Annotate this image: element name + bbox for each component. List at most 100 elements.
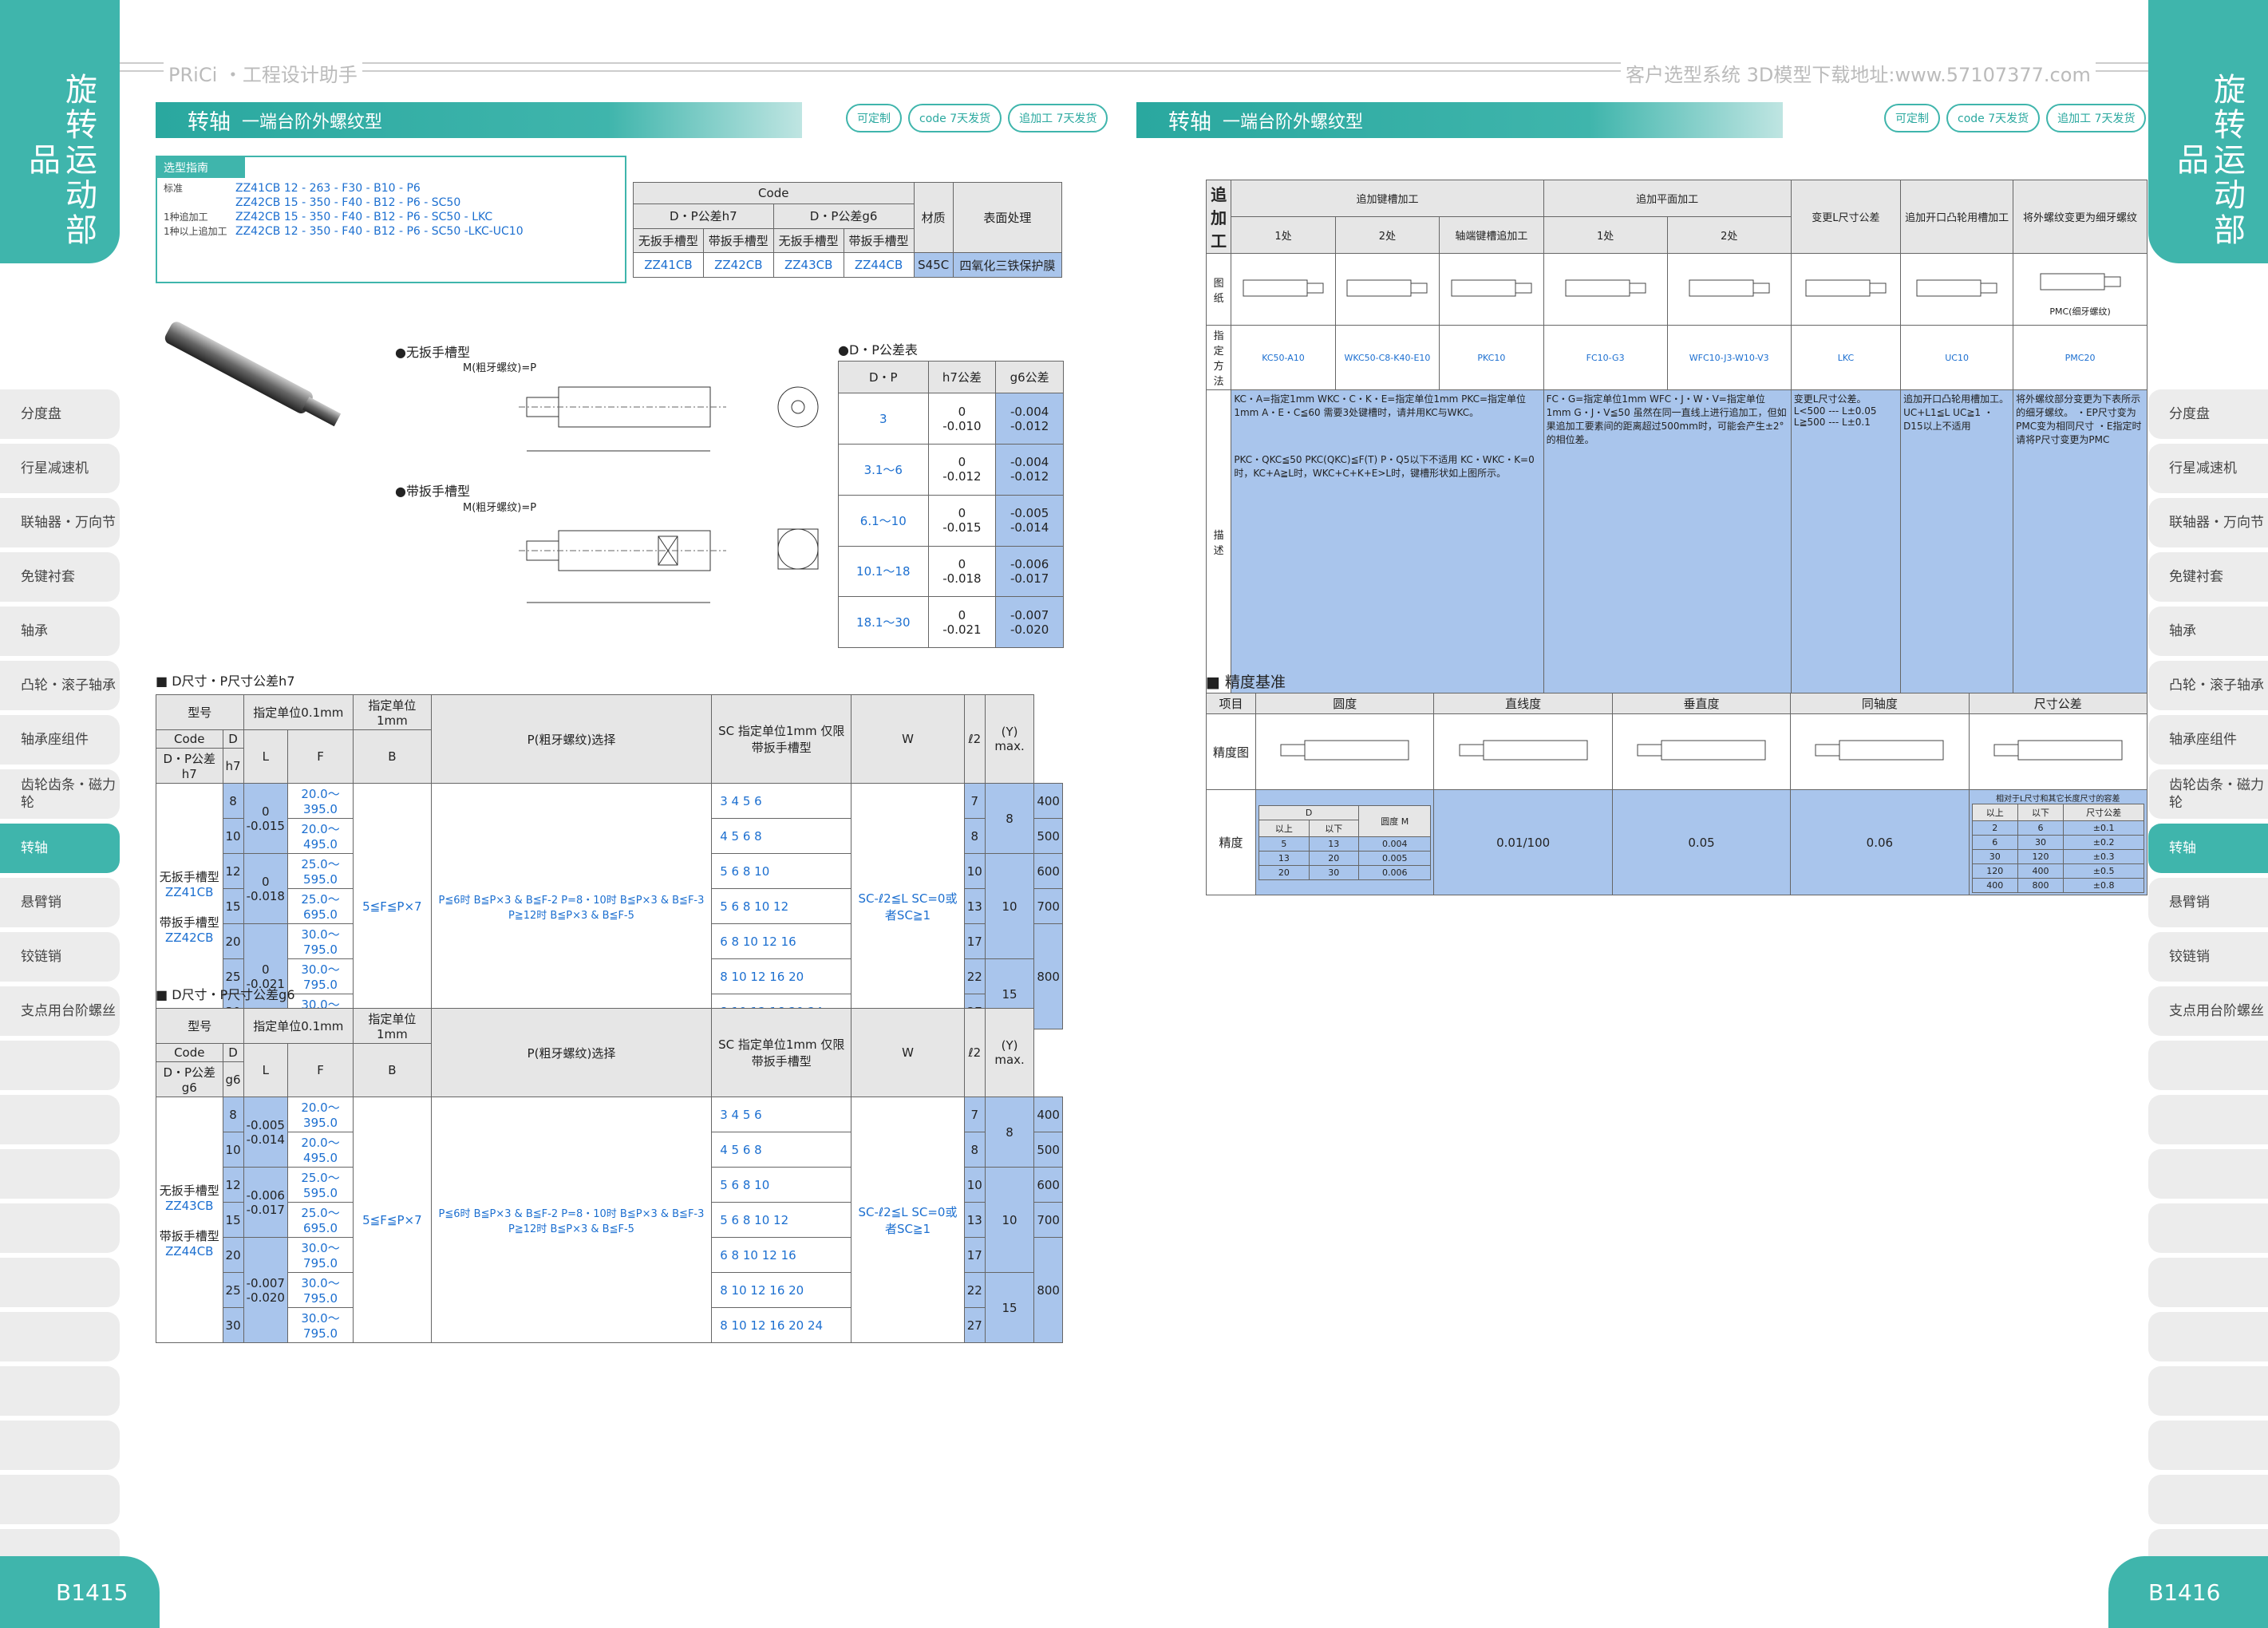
part-drawing xyxy=(1346,279,1428,296)
y-cell: 700 xyxy=(1033,888,1063,924)
add-col: 追加平面加工 xyxy=(1543,180,1792,217)
p-cell: 5 6 8 10 xyxy=(711,1167,852,1203)
nav-tab[interactable]: 齿轮齿条・磁力轮 xyxy=(2148,769,2268,819)
nav-tab[interactable]: 齿轮齿条・磁力轮 xyxy=(0,769,120,819)
nav-tab[interactable]: 转轴 xyxy=(2148,824,2268,873)
w-cell: 10 xyxy=(963,853,986,889)
spec-cell: PKC10 xyxy=(1439,325,1544,390)
nav-tab[interactable]: 铰链销 xyxy=(0,932,120,982)
nav-tabs: 分度盘行星减速机联轴器・万向节 免键衬套轴承凸轮・滚子轴承 轴承座组件 齿轮齿条・磁力… xyxy=(2148,389,2268,1583)
col-l2: ℓ2 xyxy=(963,1008,986,1097)
p-cell: 8 10 12 16 20 xyxy=(711,1272,852,1308)
spec-cell: WKC50-C8-K40-E10 xyxy=(1334,325,1440,390)
type-cell: 无扳手槽型 ZZ41CB 带扳手槽型 ZZ42CB xyxy=(156,783,223,1029)
tol-dp: 3 xyxy=(838,393,929,445)
p-cell: 5 6 8 10 12 xyxy=(711,1202,852,1238)
material-header: 材质 xyxy=(913,181,954,254)
nav-tab[interactable]: 铰链销 xyxy=(2148,932,2268,982)
nav-tab-empty xyxy=(2148,1366,2268,1416)
guide-row: ZZ42CB 15 - 350 - F40 - B12 - P6 - SC50 xyxy=(164,196,618,210)
nav-tab[interactable]: 分度盘 xyxy=(2148,389,2268,439)
nav-tab-empty xyxy=(0,1095,120,1144)
left-sidebar: 旋转运动部品 分度盘行星减速机联轴器・万向节 免键衬套轴承凸轮・滚子轴承 轴承座组件… xyxy=(0,0,160,1628)
nav-tab[interactable]: 悬臂销 xyxy=(0,878,120,927)
tol-head: g6公差 xyxy=(995,360,1064,394)
page-number: B1416 xyxy=(2108,1556,2268,1628)
guide-rows: 标准 ZZ41CB 12 - 263 - F30 - B10 - P6 ZZ42CB… xyxy=(157,178,625,242)
header-text: 客户选型系统 3D模型下载地址:www.57107377.com xyxy=(1621,59,2096,87)
spec-cell: PMC20 xyxy=(2013,325,2147,390)
nav-tab[interactable]: 行星减速机 xyxy=(0,444,120,493)
col-p: P(粗牙螺纹)选择 xyxy=(430,694,713,784)
header-rule xyxy=(120,62,1134,72)
section-title: 旋转运动部品 xyxy=(0,0,120,263)
precision-title: ■ 精度基准 xyxy=(1206,674,1286,691)
code-cell: ZZ41CB xyxy=(633,252,704,278)
nav-tab[interactable]: 转轴 xyxy=(0,824,120,873)
tol-cell: 0 -0.015 xyxy=(243,783,288,854)
nav-tab[interactable]: 轴承座组件 xyxy=(2148,715,2268,765)
drawing-with-slot xyxy=(519,528,819,603)
nav-tab[interactable]: 凸轮・滚子轴承 xyxy=(2148,661,2268,710)
nav-tab[interactable]: 分度盘 xyxy=(0,389,120,439)
nav-tab-empty xyxy=(0,1041,120,1090)
prec-value: 0.05 xyxy=(1611,789,1792,895)
nav-tab[interactable]: 免键衬套 xyxy=(0,552,120,602)
nav-tab[interactable]: 轴承 xyxy=(2148,607,2268,656)
nav-tab-empty xyxy=(0,1421,120,1470)
nav-tab[interactable]: 凸轮・滚子轴承 xyxy=(0,661,120,710)
spec-cell: FC10-G3 xyxy=(1543,325,1668,390)
d-cell: 10 xyxy=(222,1132,244,1168)
col-y: (Y) max. xyxy=(984,1008,1035,1097)
add-col: 将外螺纹变更为细牙螺纹 xyxy=(2013,180,2147,254)
y-cell: 700 xyxy=(1033,1202,1063,1238)
tol-dp: 6.1～10 xyxy=(838,494,929,547)
col-f: F xyxy=(286,1043,354,1097)
l-cell: 30.0～795.0 xyxy=(286,1272,354,1308)
tol-dp: 10.1～18 xyxy=(838,545,929,598)
tol-h7: 0 -0.021 xyxy=(927,596,997,648)
prec-value: 0.06 xyxy=(1790,789,1970,895)
sub-header: 无扳手槽型 xyxy=(772,227,844,254)
nav-tab[interactable]: 免键衬套 xyxy=(2148,552,2268,602)
nav-tab[interactable]: 轴承座组件 xyxy=(0,715,120,765)
tol-head: h7公差 xyxy=(927,360,997,394)
tol-g6: -0.005 -0.014 xyxy=(995,494,1064,547)
l2-cell: 8 xyxy=(984,783,1035,854)
add-col: 追加键槽加工 xyxy=(1231,180,1544,217)
tol-g6: -0.006 -0.017 xyxy=(995,545,1064,598)
tol-head: D・P xyxy=(838,360,929,394)
tol-cell: -0.007 -0.020 xyxy=(243,1237,288,1343)
nav-tab[interactable]: 悬臂销 xyxy=(2148,878,2268,927)
tol-g6: -0.004 -0.012 xyxy=(995,393,1064,445)
nav-tab-empty xyxy=(2148,1095,2268,1144)
nav-tab[interactable]: 轴承 xyxy=(0,607,120,656)
nav-tab-empty xyxy=(2148,1258,2268,1307)
sub-header: 带扳手槽型 xyxy=(702,227,774,254)
nav-tab[interactable]: 支点用台阶螺丝 xyxy=(2148,986,2268,1036)
col-d: D xyxy=(222,1043,244,1062)
d-cell: 15 xyxy=(222,1202,244,1238)
nav-tab[interactable]: 支点用台阶螺丝 xyxy=(0,986,120,1036)
prec-value: 0.01/100 xyxy=(1433,789,1613,895)
prec-drawing xyxy=(1790,713,1970,790)
part-drawing xyxy=(1805,279,1887,296)
spec-cell: WFC10-J3-W10-V3 xyxy=(1666,325,1792,390)
prec-drawing xyxy=(1433,713,1613,790)
code-cell: ZZ44CB xyxy=(843,252,915,278)
nav-tab-empty xyxy=(0,1312,120,1361)
nav-tab-empty xyxy=(2148,1475,2268,1524)
sub-header: 带扳手槽型 xyxy=(843,227,915,254)
nav-tab[interactable]: 联轴器・万向节 xyxy=(0,498,120,547)
nav-tab[interactable]: 行星减速机 xyxy=(2148,444,2268,493)
nav-tab[interactable]: 联轴器・万向节 xyxy=(2148,498,2268,547)
w-cell: 7 xyxy=(963,783,986,819)
p-cell: 6 8 10 12 16 xyxy=(711,1237,852,1273)
heading-subtitle: 一端台阶外螺纹型 xyxy=(242,112,383,132)
col-l: L xyxy=(243,1043,288,1097)
tol-h7: 0 -0.018 xyxy=(927,545,997,598)
nav-tab-empty xyxy=(0,1366,120,1416)
guide-title: 选型指南 xyxy=(157,157,245,178)
add-sub: 2处 xyxy=(1334,216,1440,254)
spec-cell: LKC xyxy=(1790,325,1902,390)
